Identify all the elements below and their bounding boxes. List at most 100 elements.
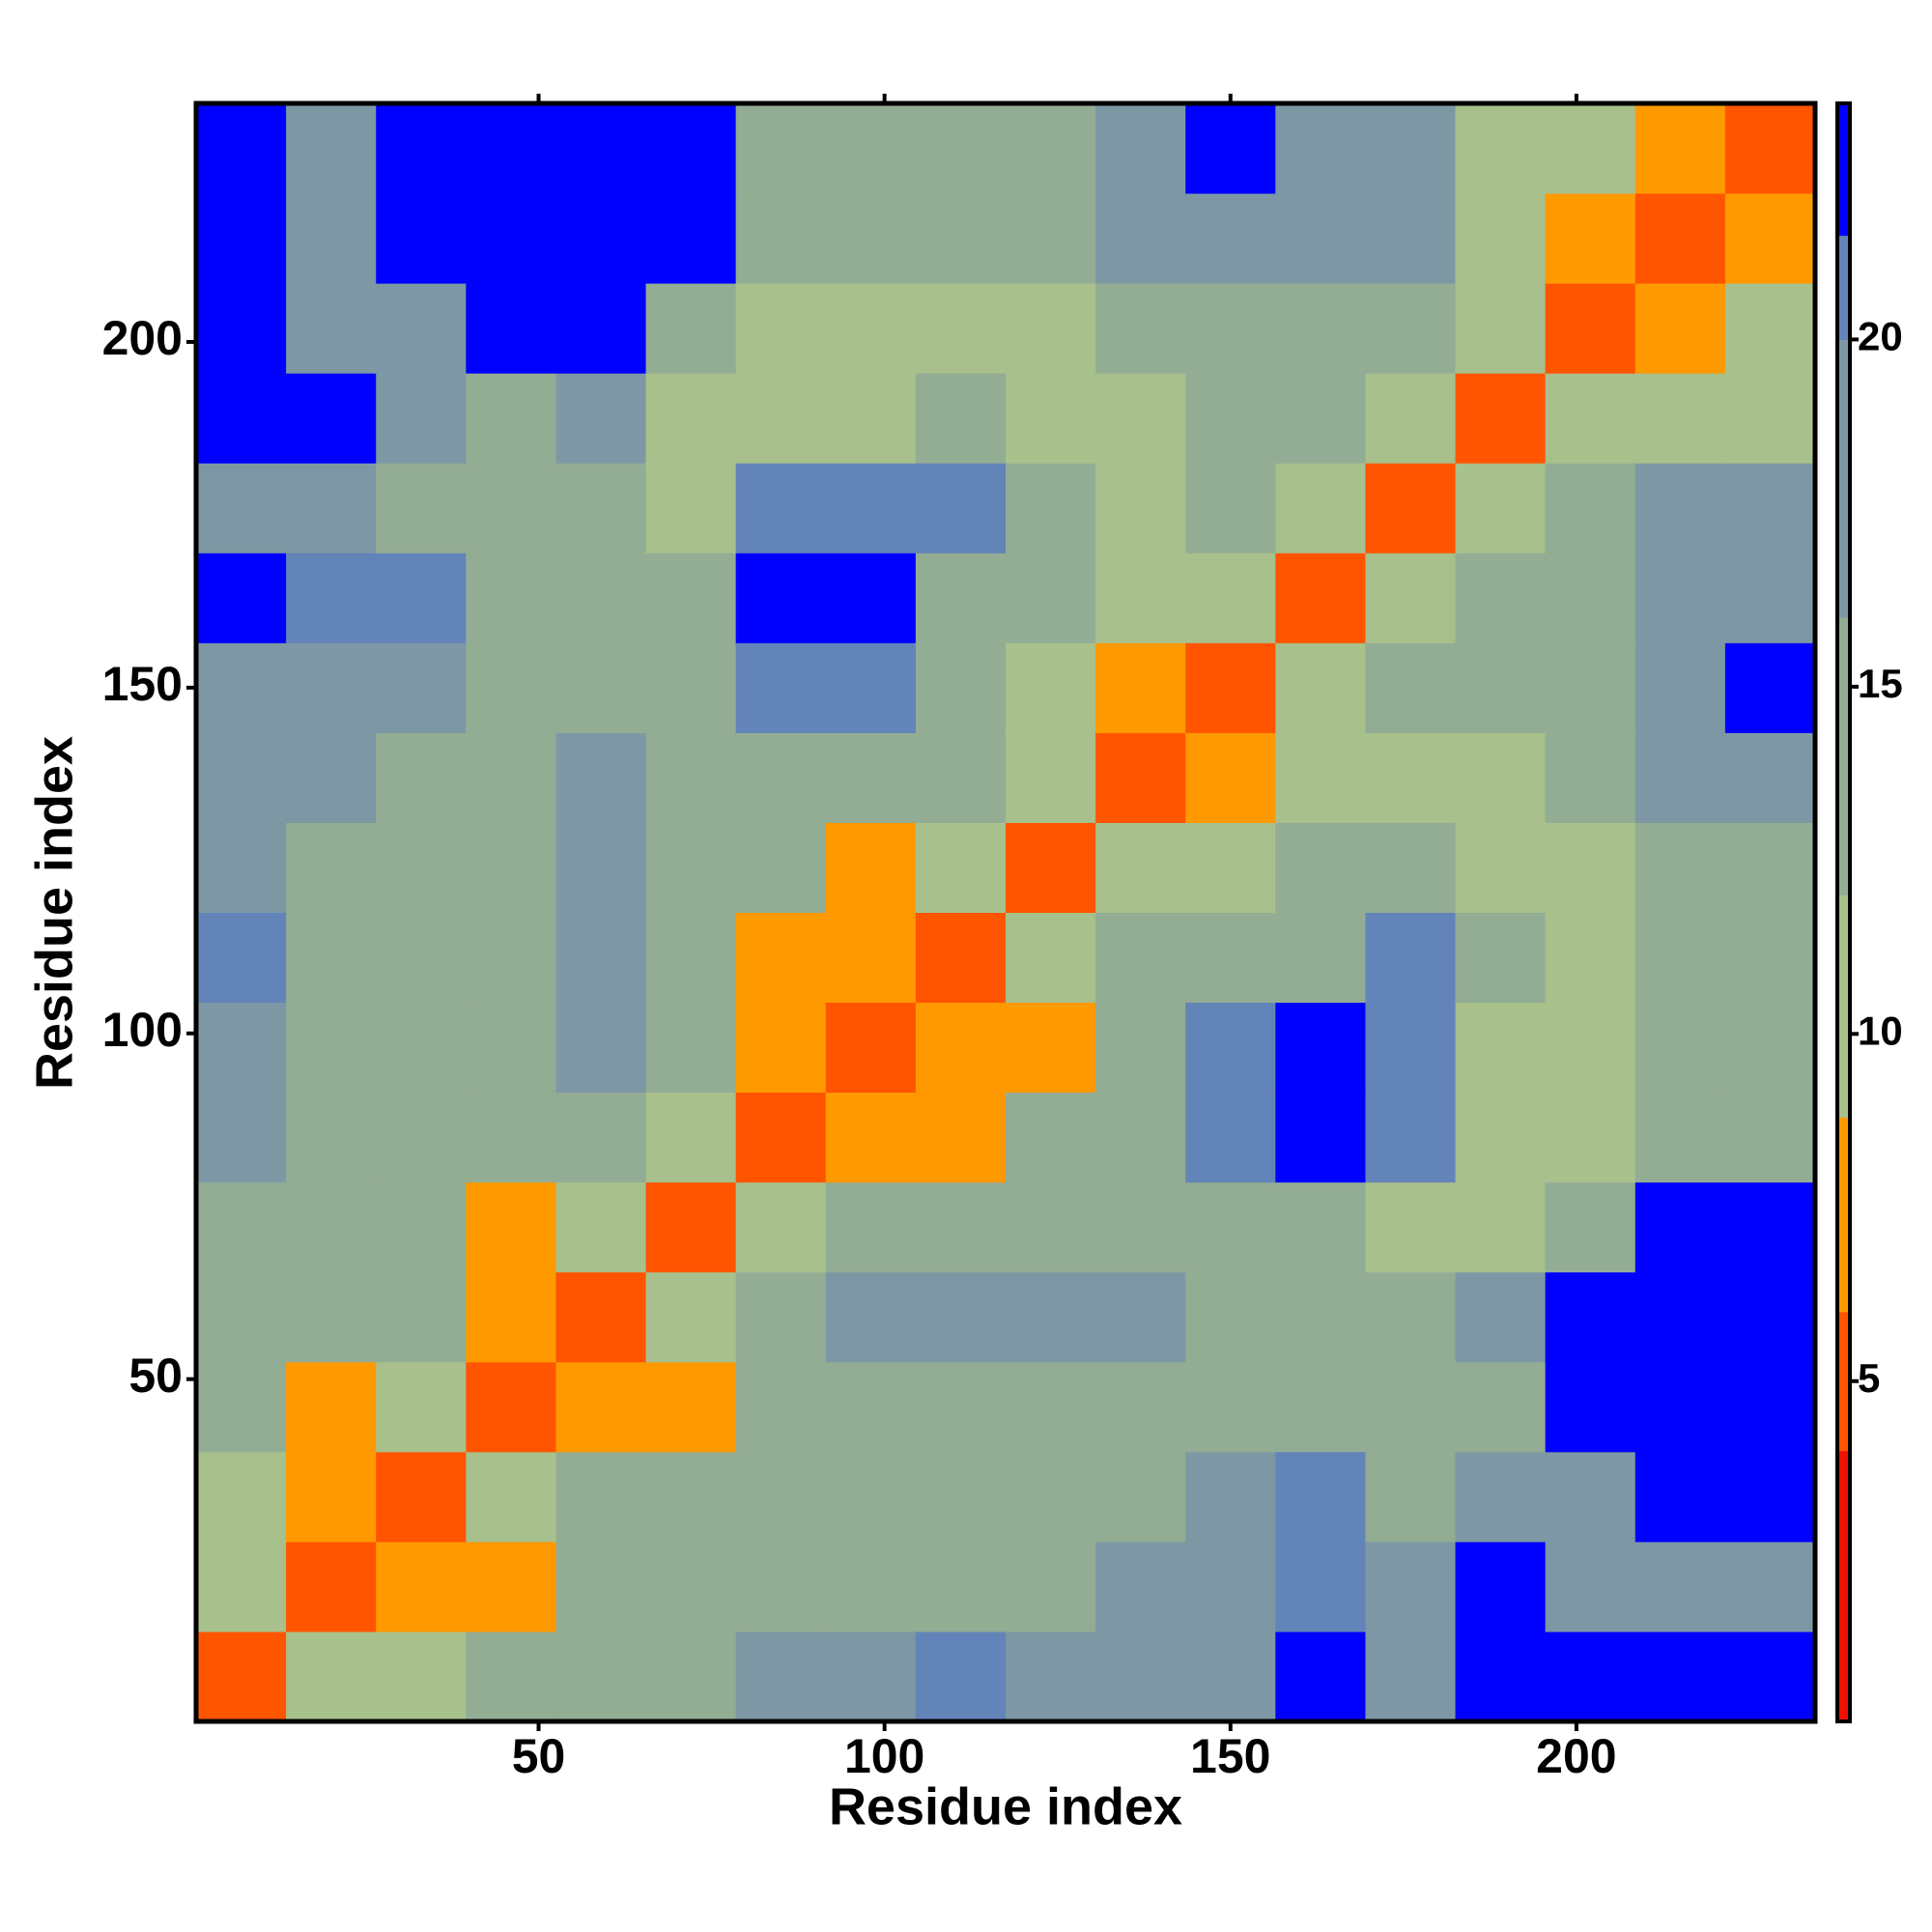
heatmap-cell: [1185, 1541, 1276, 1633]
heatmap-cell: [1006, 103, 1096, 194]
heatmap-cell: [555, 1361, 647, 1453]
x-axis-title: Residue index: [829, 1777, 1182, 1835]
heatmap-cell: [1275, 553, 1366, 643]
heatmap-cell: [825, 912, 917, 1004]
colorbar-segment: [1837, 895, 1850, 1119]
heatmap-cell: [376, 642, 467, 733]
heatmap-cell: [1275, 822, 1366, 913]
heatmap-cell: [376, 1271, 467, 1363]
heatmap-cell: [1724, 642, 1816, 733]
heatmap-cell: [1365, 193, 1457, 284]
heatmap-cell: [645, 1631, 737, 1722]
colorbar-segment: [1837, 339, 1850, 618]
heatmap-cell: [376, 283, 467, 374]
heatmap-cell: [286, 1181, 377, 1273]
heatmap-cell: [915, 1361, 1007, 1453]
heatmap-cell: [1275, 283, 1366, 374]
heatmap-cell: [1634, 912, 1726, 1004]
heatmap-cell: [915, 1002, 1007, 1094]
heatmap-cell: [466, 642, 556, 733]
heatmap-cell: [1455, 1271, 1547, 1363]
heatmap-cell: [735, 463, 827, 554]
heatmap-cell: [555, 1451, 647, 1543]
heatmap-cell: [1724, 1451, 1816, 1543]
heatmap-cell: [1275, 463, 1366, 554]
heatmap-cell: [1455, 373, 1547, 464]
heatmap-cell: [1634, 283, 1726, 374]
heatmap-cell: [1275, 103, 1366, 194]
heatmap-cell: [1634, 373, 1726, 464]
heatmap-cell: [735, 373, 827, 464]
heatmap-cell: [1634, 1271, 1726, 1363]
heatmap-cell: [376, 1361, 467, 1453]
heatmap-cell: [735, 1451, 827, 1543]
heatmap-cell: [286, 1002, 377, 1094]
heatmap-cell: [376, 1451, 467, 1543]
heatmap-cell: [466, 912, 556, 1004]
x-tick-label: 50: [512, 1729, 566, 1783]
heatmap-cell: [555, 463, 647, 554]
heatmap-cell: [466, 553, 556, 643]
heatmap-cell: [735, 912, 827, 1004]
heatmap-cell: [645, 1002, 737, 1094]
heatmap-cell: [466, 283, 556, 374]
heatmap-cell: [915, 1541, 1007, 1633]
heatmap-cell: [915, 553, 1007, 643]
heatmap-cell: [735, 1092, 827, 1183]
heatmap-cell: [645, 1181, 737, 1273]
heatmap-cell: [1095, 1092, 1186, 1183]
heatmap-cell: [196, 1181, 287, 1273]
heatmap-cell: [1634, 1181, 1726, 1273]
heatmap-cell: [1185, 283, 1276, 374]
x-tick-label: 100: [844, 1729, 924, 1783]
y-tick-label: 50: [128, 1349, 183, 1403]
heatmap-cell: [1185, 1631, 1276, 1722]
heatmap-cell: [1275, 1451, 1366, 1543]
heatmap-cell: [555, 1271, 647, 1363]
heatmap-cell: [825, 283, 917, 374]
heatmap-cell: [1455, 463, 1547, 554]
heatmap-cell: [555, 1631, 647, 1722]
heatmap-cell: [555, 912, 647, 1004]
heatmap-cell: [645, 373, 737, 464]
heatmap-cell: [376, 1092, 467, 1183]
heatmap-cell: [466, 1002, 556, 1094]
heatmap-cell: [196, 1451, 287, 1543]
heatmap-cell: [376, 1631, 467, 1722]
heatmap-cell: [466, 1361, 556, 1453]
heatmap-cell: [555, 193, 647, 284]
heatmap-cell: [1545, 912, 1636, 1004]
heatmap-cell: [1006, 1271, 1096, 1363]
heatmap-cell: [555, 1092, 647, 1183]
heatmap-cell: [555, 1002, 647, 1094]
colorbar-segment: [1837, 1117, 1850, 1313]
heatmap-cell: [466, 732, 556, 823]
heatmap-cell: [555, 283, 647, 374]
heatmap-cell: [915, 1271, 1007, 1363]
heatmap-cell: [286, 463, 377, 554]
heatmap-cell: [1724, 283, 1816, 374]
heatmap-cell: [825, 1631, 917, 1722]
y-tick-label: 200: [102, 311, 183, 365]
heatmap-cell: [1455, 193, 1547, 284]
heatmap-cell: [915, 1631, 1007, 1722]
heatmap-cell: [1365, 642, 1457, 733]
heatmap-cell: [825, 373, 917, 464]
heatmap-cell: [196, 1361, 287, 1453]
colorbar-segment: [1837, 616, 1850, 896]
x-tick-label: 200: [1536, 1729, 1616, 1783]
heatmap-cell: [1634, 822, 1726, 913]
heatmap-cell: [825, 732, 917, 823]
heatmap-cell: [1006, 1631, 1096, 1722]
heatmap-cell: [466, 822, 556, 913]
heatmap-cell: [1006, 912, 1096, 1004]
heatmap-cell: [286, 1451, 377, 1543]
heatmap-cell: [915, 193, 1007, 284]
heatmap-cell: [466, 1451, 556, 1543]
heatmap-cell: [1365, 1271, 1457, 1363]
heatmap-cell: [1365, 1181, 1457, 1273]
heatmap-cell: [1185, 193, 1276, 284]
heatmap-cell: [466, 103, 556, 194]
heatmap-cell: [1634, 463, 1726, 554]
heatmap-cell: [1545, 193, 1636, 284]
